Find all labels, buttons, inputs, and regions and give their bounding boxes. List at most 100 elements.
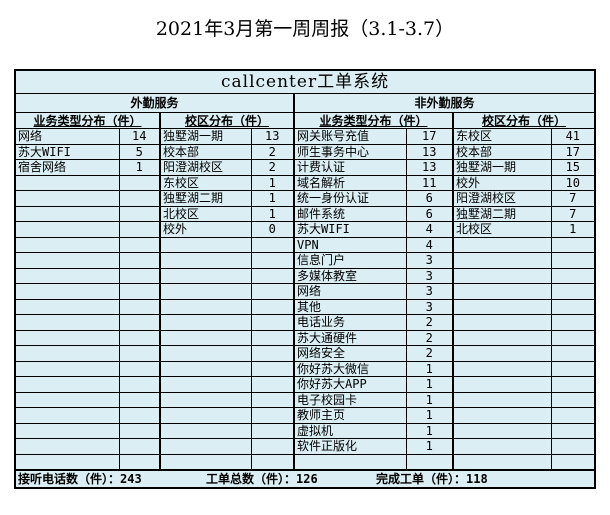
field-type-name bbox=[14, 360, 120, 377]
field-type-count bbox=[118, 391, 161, 408]
field-type-count bbox=[118, 438, 161, 455]
field-campus-count bbox=[250, 422, 295, 439]
field-type-count bbox=[118, 314, 161, 331]
field-campus-name bbox=[159, 283, 252, 300]
field-type-name bbox=[14, 174, 120, 191]
field-type-name bbox=[14, 391, 120, 408]
nonfield-campus-name bbox=[452, 283, 552, 300]
field-campus-count: 1 bbox=[250, 174, 295, 191]
nonfield-type-count: 3 bbox=[405, 252, 454, 269]
table-row: 电话业务 2 bbox=[14, 314, 596, 331]
nonfield-type-count: 4 bbox=[405, 221, 454, 238]
nonfield-campus-count: 7 bbox=[550, 190, 596, 207]
field-type-name bbox=[14, 221, 120, 238]
nonfield-type-count: 2 bbox=[405, 314, 454, 331]
field-campus-name: 阳澄湖校区 bbox=[159, 159, 252, 176]
field-campus-name bbox=[159, 453, 252, 471]
field-type-name bbox=[14, 422, 120, 439]
field-type-count bbox=[118, 267, 161, 284]
field-campus-count: 1 bbox=[250, 205, 295, 222]
nonfield-campus-count: 7 bbox=[550, 205, 596, 222]
nonfield-type-name: 统一身份认证 bbox=[293, 190, 407, 207]
report-table: callcenter工单系统 外勤服务 非外勤服务 业务类型分布（件） 校区分布（件… bbox=[14, 69, 597, 489]
field-type-name bbox=[14, 376, 120, 393]
field-type-count bbox=[118, 422, 161, 439]
nonfield-campus-name bbox=[452, 314, 552, 331]
nonfield-type-count: 17 bbox=[405, 128, 454, 145]
field-campus-name bbox=[159, 298, 252, 315]
nonfield-type-name: 多媒体教室 bbox=[293, 267, 407, 284]
nonfield-campus-name bbox=[452, 252, 552, 269]
table-row: 电子校园卡 1 bbox=[14, 391, 596, 408]
nonfield-type-count: 13 bbox=[405, 143, 454, 160]
nonfield-type-count: 2 bbox=[405, 345, 454, 362]
nonfield-type-name: 网络 bbox=[293, 283, 407, 300]
field-campus-count bbox=[250, 283, 295, 300]
nonfield-type-name: 域名解析 bbox=[293, 174, 407, 191]
field-type-name bbox=[14, 407, 120, 424]
table-row: 网络安全 2 bbox=[14, 345, 596, 362]
field-campus-name bbox=[159, 329, 252, 346]
field-type-count bbox=[118, 236, 161, 253]
field-campus-name bbox=[159, 438, 252, 455]
field-campus-count: 2 bbox=[250, 143, 295, 160]
nonfield-campus-name: 独墅湖二期 bbox=[452, 205, 552, 222]
table-row: 其他 3 bbox=[14, 298, 596, 315]
nonfield-campus-count: 1 bbox=[550, 221, 596, 238]
nonfield-campus-count bbox=[550, 267, 596, 284]
nonfield-type-name: 网络安全 bbox=[293, 345, 407, 362]
nonfield-type-count: 2 bbox=[405, 329, 454, 346]
field-campus-count bbox=[250, 298, 295, 315]
table-row: VPN 4 bbox=[14, 236, 596, 253]
nonfield-type-count: 4 bbox=[405, 236, 454, 253]
nonfield-campus-name bbox=[452, 422, 552, 439]
nonfield-campus-count bbox=[550, 236, 596, 253]
field-campus-name: 东校区 bbox=[159, 174, 252, 191]
nonfield-type-count: 6 bbox=[405, 205, 454, 222]
field-type-name: 宿舍网络 bbox=[14, 159, 120, 176]
tickets-total: 工单总数（件）：126 bbox=[206, 472, 318, 486]
field-type-name bbox=[14, 314, 120, 331]
nonfield-campus-count bbox=[550, 453, 596, 471]
field-type-count bbox=[118, 221, 161, 238]
report-title: 2021年3月第一周周报（3.1-3.7） bbox=[155, 18, 455, 40]
nonfield-type-count: 1 bbox=[405, 438, 454, 455]
field-campus-count bbox=[250, 438, 295, 455]
field-type-name bbox=[14, 438, 120, 455]
nonfield-campus-count: 41 bbox=[550, 128, 596, 145]
nonfield-type-name: 师生事务中心 bbox=[293, 143, 407, 160]
nonfield-type-count: 6 bbox=[405, 190, 454, 207]
table-row bbox=[14, 453, 596, 471]
nonfield-type-name: 教师主页 bbox=[293, 407, 407, 424]
nonfield-type-name: 软件正版化 bbox=[293, 438, 407, 455]
nonfield-type-name bbox=[293, 453, 407, 471]
nonfield-type-count: 1 bbox=[405, 391, 454, 408]
field-type-name bbox=[14, 252, 120, 269]
field-campus-name bbox=[159, 267, 252, 284]
nonfield-type-count: 3 bbox=[405, 298, 454, 315]
nonfield-type-count: 3 bbox=[405, 283, 454, 300]
nonfield-campus-count bbox=[550, 422, 596, 439]
table-row: 信息门户 3 bbox=[14, 252, 596, 269]
field-campus-count: 1 bbox=[250, 190, 295, 207]
field-type-count bbox=[118, 174, 161, 191]
field-type-count bbox=[118, 453, 161, 471]
field-type-name bbox=[14, 190, 120, 207]
nonfield-type-count: 1 bbox=[405, 422, 454, 439]
table-row: 多媒体教室 3 bbox=[14, 267, 596, 284]
table-row: 软件正版化 1 bbox=[14, 438, 596, 455]
nonfield-campus-name bbox=[452, 376, 552, 393]
field-campus-count bbox=[250, 453, 295, 471]
field-type-name bbox=[14, 205, 120, 222]
nonfield-type-name: 计费认证 bbox=[293, 159, 407, 176]
table-row: 教师主页 1 bbox=[14, 407, 596, 424]
field-type-name bbox=[14, 267, 120, 284]
field-campus-name: 校本部 bbox=[159, 143, 252, 160]
nonfield-campus-header: 校区分布（件） bbox=[451, 112, 596, 129]
field-campus-name bbox=[159, 314, 252, 331]
field-type-name: 网络 bbox=[14, 128, 120, 145]
nonfield-type-name: 你好苏大微信 bbox=[293, 360, 407, 377]
nonfield-type-name: 信息门户 bbox=[293, 252, 407, 269]
nonfield-campus-count: 17 bbox=[550, 143, 596, 160]
nonfield-campus-count bbox=[550, 283, 596, 300]
